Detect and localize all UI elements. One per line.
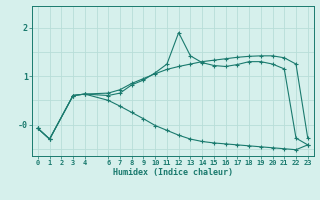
- X-axis label: Humidex (Indice chaleur): Humidex (Indice chaleur): [113, 168, 233, 177]
